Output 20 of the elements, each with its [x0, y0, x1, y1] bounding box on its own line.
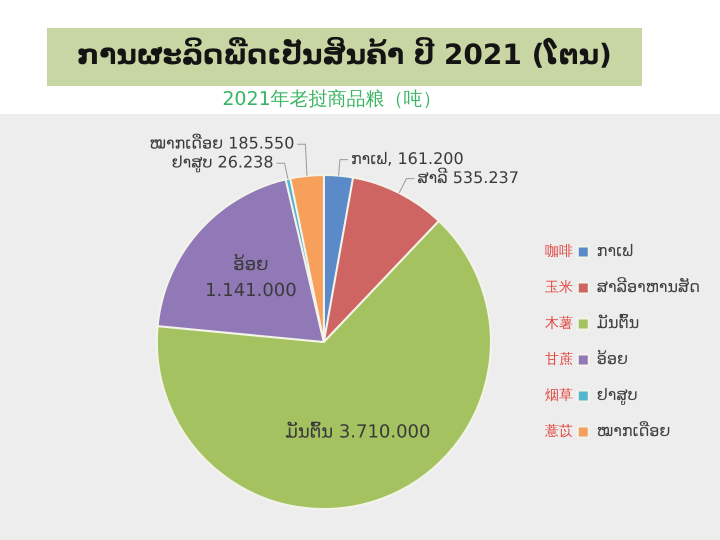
- legend-label: ກາເຟ: [596, 241, 634, 260]
- legend-label: ອ້ອຍ: [596, 349, 628, 368]
- text: 木薯: [544, 316, 573, 332]
- data-label: ໝາກເດືອຍ 185.550: [149, 133, 294, 152]
- text: 烟草: [544, 388, 573, 404]
- data-label: ສາລີ 535.237: [417, 168, 519, 187]
- data-label: ຢາສູບ 26.238: [172, 152, 274, 172]
- legend-label: ສາລີອາຫານສັດ: [596, 276, 700, 296]
- data-label: ອ້ອຍ 1.141.000: [205, 253, 297, 301]
- legend-label: ມັນຕົ້ນ: [596, 313, 640, 332]
- chart-title: ການຜະລິດພືດເປັນສິນຄ້າ ປີ 2021 (ໂຕນ): [76, 38, 613, 72]
- legend-label: ຢາສູບ: [596, 385, 638, 406]
- chart-subtitle: 2021年老挝商品粮（吨）: [221, 87, 443, 111]
- data-label: ກາເຟ, 161.200: [350, 148, 464, 168]
- data-label: ມັນຕົ້ນ 3.710.000: [285, 420, 430, 442]
- text: 咖啡: [544, 244, 573, 260]
- text: 玉米: [544, 280, 573, 296]
- text: 薏苡: [544, 424, 573, 440]
- text: 甘蔗: [544, 352, 573, 368]
- legend-label: ໝາກເດືອຍ: [596, 421, 670, 440]
